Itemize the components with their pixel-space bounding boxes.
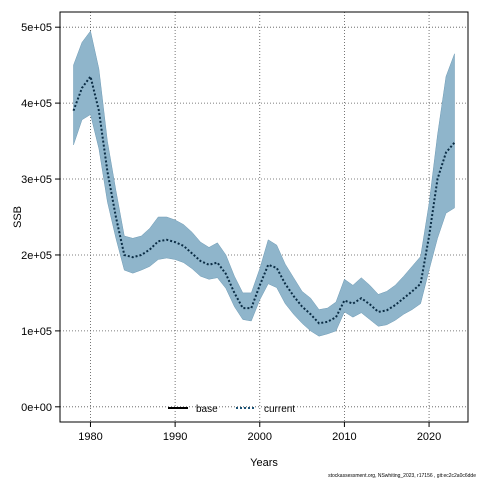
x-tick-label: 1980 [78,431,102,443]
footer-credit: stockassessment.org, NSwhiting_2023, r17… [328,473,476,479]
x-axis: 1980 1990 2000 2010 2020 [78,422,441,443]
y-tick-label: 4e+05 [21,98,52,110]
y-gridlines [60,26,468,408]
y-tick-label: 2e+05 [21,250,52,262]
x-tick-label: 2020 [417,431,441,443]
y-tick-label: 3e+05 [21,174,52,186]
y-tick-label: 0e+00 [21,402,52,414]
legend-label-current: current [264,404,295,415]
x-gridlines [90,12,430,422]
y-axis: 0e+00 1e+05 2e+05 3e+05 4e+05 5e+05 [21,22,60,414]
x-tick-label: 1990 [163,431,187,443]
legend-label-base: base [196,404,218,415]
y-tick-label: 5e+05 [21,22,52,34]
x-axis-title: Years [250,457,278,469]
x-tick-label: 2010 [332,431,356,443]
series-line-current [72,74,456,325]
confidence-band [73,30,455,337]
y-axis-title: SSB [12,206,24,228]
y-tick-label: 1e+05 [21,326,52,338]
legend: base current [168,404,295,415]
plot-frame [59,11,469,423]
x-tick-label: 2000 [248,431,272,443]
